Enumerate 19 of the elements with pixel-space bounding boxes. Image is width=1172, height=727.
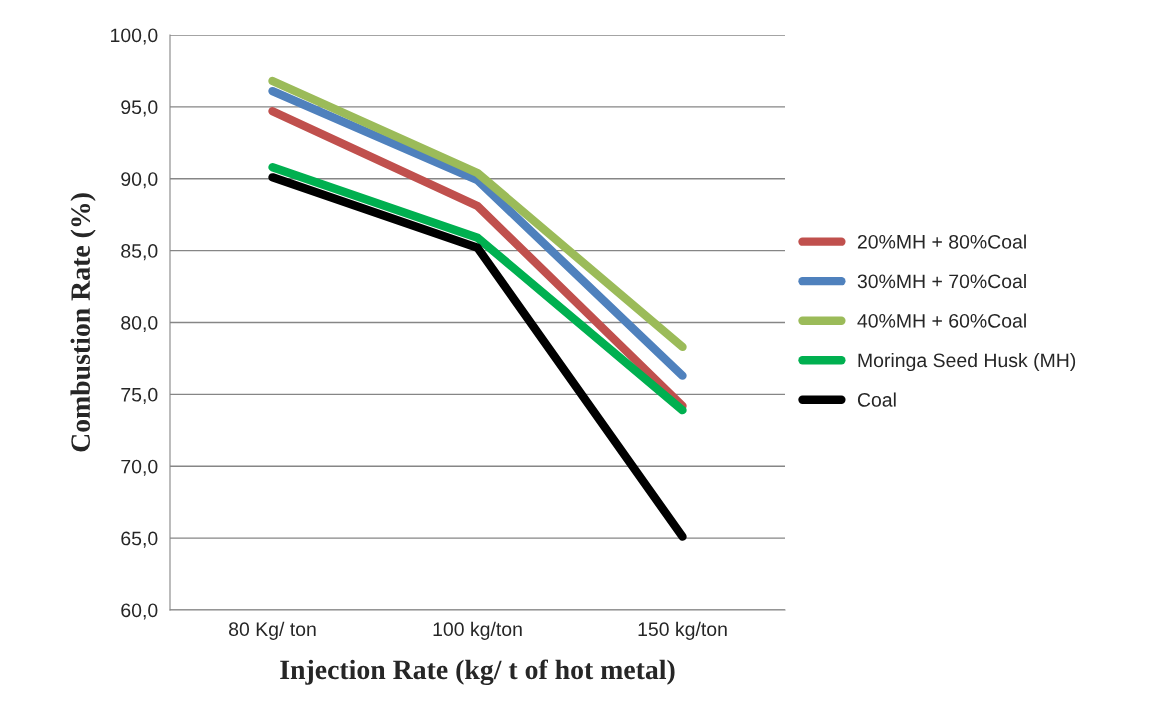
x-tick-label: 150 kg/ton xyxy=(638,621,727,640)
x-axis-title: Injection Rate (kg/ t of hot metal) xyxy=(280,659,675,686)
x-tick-label: 100 kg/ton xyxy=(433,621,522,640)
y-tick-label: 75,0 xyxy=(121,387,158,404)
y-axis-title: Combustion Rate (%) xyxy=(70,193,96,452)
legend-label: Moringa Seed Husk (MH) xyxy=(858,352,1076,372)
y-tick-label: 80,0 xyxy=(121,315,158,333)
legend-label: 30%MH + 70%Coal xyxy=(857,273,1026,289)
y-tick-label: 65,0 xyxy=(121,531,158,548)
y-tick-label: 95,0 xyxy=(121,100,158,117)
y-tick-label: 90,0 xyxy=(121,172,158,189)
legend-label: Coal xyxy=(857,392,896,407)
y-tick-label: 70,0 xyxy=(121,459,158,476)
y-tick-label: 85,0 xyxy=(121,244,158,261)
y-tick-label: 60,0 xyxy=(121,603,158,620)
x-tick-label: 80 Kg/ ton xyxy=(229,621,316,640)
y-tick-label: 100,0 xyxy=(111,28,158,45)
legend-label: 20%MH + 80%Coal xyxy=(857,234,1026,249)
legend-label: 40%MH + 60%Coal xyxy=(857,313,1026,328)
